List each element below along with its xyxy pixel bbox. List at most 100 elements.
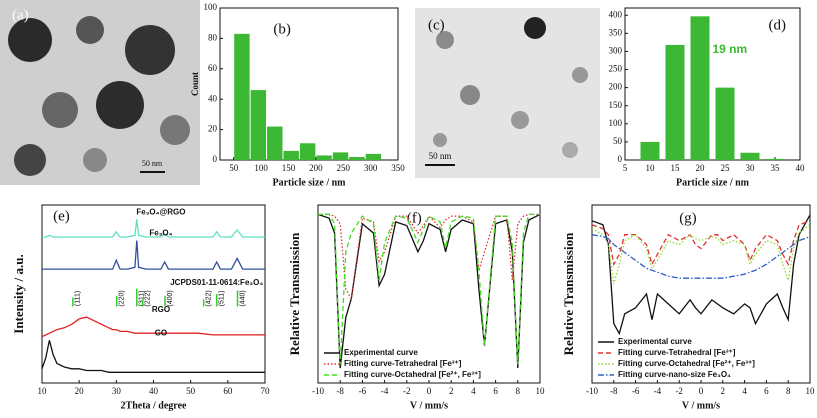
stick-label: (311) <box>139 291 146 307</box>
x-tick-label: 10 <box>646 163 656 173</box>
y-axis-label: Intensity / a.u. <box>11 254 26 333</box>
stick-label: (422) <box>206 290 213 306</box>
x-axis-label: V / mm/s <box>682 400 720 411</box>
y-axis-label: Relative Transmission <box>561 232 576 355</box>
stick-label: (222) <box>145 290 152 306</box>
x-tick-label: 20 <box>696 163 706 173</box>
y-tick-label: 300 <box>609 45 623 55</box>
bar <box>316 155 332 160</box>
series-line <box>42 219 265 238</box>
stick-series-label: JCPDS01-11-0614:Fe₃O₄ <box>170 278 263 287</box>
stick-label: (400) <box>167 290 174 306</box>
y-tick-label: 200 <box>609 82 623 92</box>
x-tick-label: 60 <box>223 386 233 396</box>
bar <box>665 44 685 160</box>
x-tick-label: -2 <box>675 386 683 396</box>
panel-label: (c) <box>428 17 445 33</box>
y-tick-label: 350 <box>609 27 623 37</box>
series-line <box>41 340 265 373</box>
panel-label: (e) <box>53 208 70 224</box>
x-tick-label: -8 <box>610 386 618 396</box>
x-tick-label: 8 <box>786 386 791 396</box>
panel-label: (b) <box>273 21 291 37</box>
y-tick-label: 100 <box>609 118 623 128</box>
x-tick-label: -10 <box>312 386 324 396</box>
x-tick-label: 6 <box>764 386 769 396</box>
x-tick-label: 2 <box>449 386 454 396</box>
x-axis-label: Particle size / nm <box>272 177 346 188</box>
chart-panel: 50 100 150 200 250 300 350 0 20 40 60 80 100 Particle… <box>190 2 405 188</box>
particle <box>42 92 78 128</box>
x-tick-label: -6 <box>359 386 367 396</box>
particle <box>14 144 46 176</box>
stick-label: (220) <box>119 290 126 306</box>
y-tick-label: 60 <box>208 63 218 73</box>
legend-label: Fitting curve-Tetrahedral [Fe³⁺] <box>344 359 462 368</box>
series-label: Fe₃O₄ <box>149 229 172 238</box>
stick-label: (511) <box>219 291 226 307</box>
legend-label: Fitting curve-Tetrahedral [Fe³⁺] <box>618 348 736 357</box>
chart-panel: 10 20 30 40 50 60 70 2Theta / degree Intensity /… <box>11 204 270 411</box>
tem-image-c: (c) 50 nm <box>415 8 600 178</box>
x-axis-label: Particle size / nm <box>676 177 750 188</box>
stick-label: (111) <box>75 291 82 306</box>
x-tick-label: 50 <box>186 386 196 396</box>
y-tick-label: 50 <box>613 136 623 146</box>
particle <box>76 16 104 44</box>
bar <box>250 90 267 160</box>
panel-label: (d) <box>769 17 787 33</box>
bar <box>267 126 283 160</box>
x-tick-label: 2 <box>721 386 726 396</box>
x-tick-label: 8 <box>516 386 521 396</box>
series-line <box>42 240 265 270</box>
x-tick-label: 15 <box>671 163 681 173</box>
bar <box>715 87 735 160</box>
x-tick-label: 30 <box>746 163 756 173</box>
particle <box>460 85 480 105</box>
y-tick-label: 100 <box>204 2 218 12</box>
x-tick-label: -8 <box>336 386 344 396</box>
x-tick-label: -2 <box>403 386 411 396</box>
series-label: GO <box>155 328 167 337</box>
y-axis-label: Count <box>190 72 200 96</box>
scale-bar-label: 50 nm <box>429 151 452 161</box>
x-tick-label: -4 <box>381 386 389 396</box>
x-tick-label: 6 <box>493 386 498 396</box>
y-tick-label: 40 <box>208 93 218 103</box>
y-tick-label: 400 <box>609 9 623 19</box>
bar <box>365 153 382 160</box>
x-tick-label: 300 <box>364 163 378 173</box>
legend-label: Experimental curve <box>344 348 418 357</box>
series-label: Fe₃O₄@RGO <box>136 207 185 216</box>
y-tick-label: 250 <box>609 64 623 74</box>
annotation: 19 nm <box>713 42 748 56</box>
legend-label: Experimental curve <box>618 337 692 346</box>
x-tick-label: 40 <box>149 386 159 396</box>
bar <box>234 33 250 161</box>
particle <box>433 133 447 147</box>
bar <box>283 150 299 160</box>
x-tick-label: 0 <box>699 386 704 396</box>
x-tick-label: 0 <box>427 386 432 396</box>
x-tick-label: 30 <box>112 386 122 396</box>
x-tick-label: 35 <box>771 163 781 173</box>
particle <box>436 31 454 49</box>
bar <box>332 152 349 160</box>
series-line <box>591 224 811 285</box>
bar <box>690 16 710 161</box>
y-axis-label: Relative Transmission <box>287 232 302 355</box>
x-tick-label: 150 <box>282 163 296 173</box>
y-tick-label: 0 <box>213 154 218 164</box>
x-tick-label: -10 <box>586 386 598 396</box>
legend-label: Fitting curve-Octahedral [Fe²⁺, Fe³⁺] <box>344 370 481 379</box>
x-tick-label: 25 <box>721 163 731 173</box>
particle <box>96 81 144 129</box>
x-tick-label: 20 <box>75 386 85 396</box>
legend-label: Fitting curve-Octahedral [Fe²⁺, Fe³⁺] <box>618 359 755 368</box>
x-tick-label: 10 <box>38 386 48 396</box>
x-tick-label: 5 <box>623 163 628 173</box>
series-line <box>41 316 265 338</box>
x-tick-label: 200 <box>309 163 323 173</box>
particle <box>83 148 107 172</box>
